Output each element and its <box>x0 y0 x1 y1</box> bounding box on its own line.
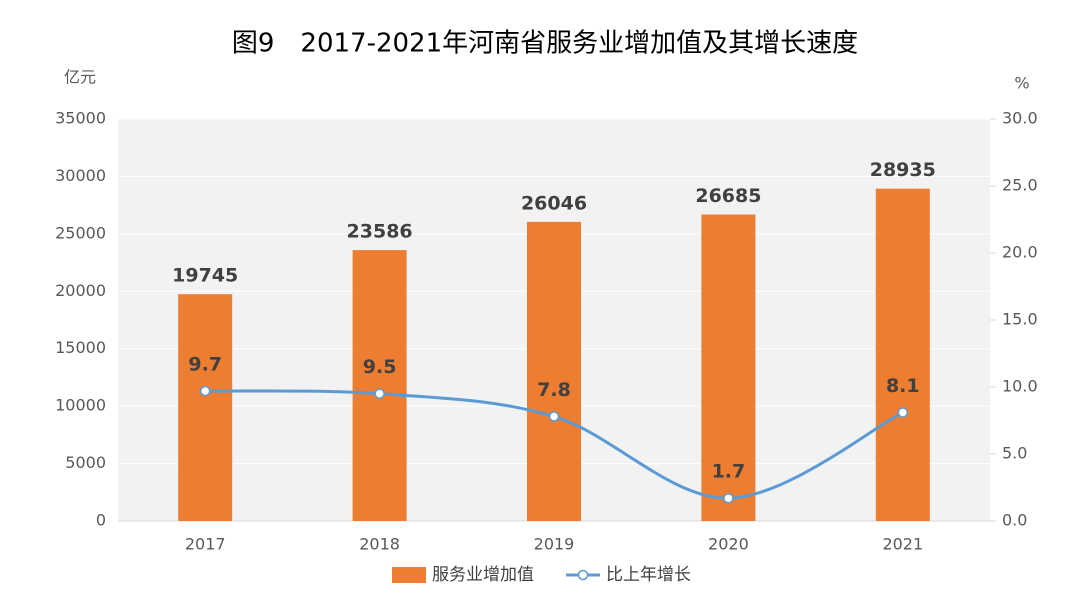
data-label: 26046 <box>521 192 587 214</box>
x-tick-label: 2018 <box>359 535 400 554</box>
x-tick-label: 2021 <box>882 535 923 554</box>
bar <box>875 188 930 521</box>
x-tick-label: 2019 <box>534 535 575 554</box>
line-marker <box>897 407 909 418</box>
bar <box>527 221 581 521</box>
y-tick-label: 5000 <box>65 453 106 472</box>
bar <box>352 250 407 521</box>
y-tick-label: 35000 <box>55 109 106 128</box>
chart-title: 图9 2017-2021年河南省服务业增加值及其增长速度 <box>232 29 858 59</box>
legend-swatch <box>392 567 426 583</box>
y2-tick-label: 15.0 <box>1002 310 1038 329</box>
data-label: 9.7 <box>188 354 222 376</box>
y2-tick-label: 25.0 <box>1002 176 1038 195</box>
legend-label: 比上年增长 <box>606 565 691 585</box>
line-marker <box>723 492 734 504</box>
data-label: 23586 <box>347 221 413 243</box>
data-label: 19745 <box>172 265 238 287</box>
y-tick-label: 25000 <box>55 223 106 242</box>
legend-swatch <box>577 569 589 581</box>
y-tick-label: 10000 <box>55 396 106 415</box>
x-tick-label: 2017 <box>185 535 226 554</box>
y-tick-label: 20000 <box>55 281 106 300</box>
data-label: 7.8 <box>537 379 571 401</box>
line-marker <box>374 388 385 399</box>
line-marker <box>199 385 211 397</box>
y2-tick-label: 20.0 <box>1002 243 1038 262</box>
data-label: 9.5 <box>363 356 397 378</box>
legend-label: 服务业增加值 <box>432 565 534 585</box>
data-label: 26685 <box>695 185 761 207</box>
y-tick-label: 15000 <box>55 338 106 357</box>
y-tick-label: 30000 <box>55 166 106 185</box>
data-label: 8.1 <box>886 375 920 397</box>
line-marker <box>548 411 560 422</box>
y2-axis-label: % <box>1014 74 1029 93</box>
y2-tick-label: 10.0 <box>1002 377 1038 396</box>
x-tick-label: 2020 <box>708 535 749 554</box>
data-label: 1.7 <box>712 461 746 483</box>
y2-tick-label: 0.0 <box>1002 511 1027 530</box>
y-axis-label: 亿元 <box>64 68 96 87</box>
bar <box>701 214 756 521</box>
y-tick-label: 0 <box>96 511 106 530</box>
y2-tick-label: 30.0 <box>1002 109 1038 128</box>
data-label: 28935 <box>870 159 936 181</box>
y2-tick-label: 5.0 <box>1002 444 1027 463</box>
bar <box>178 294 233 521</box>
